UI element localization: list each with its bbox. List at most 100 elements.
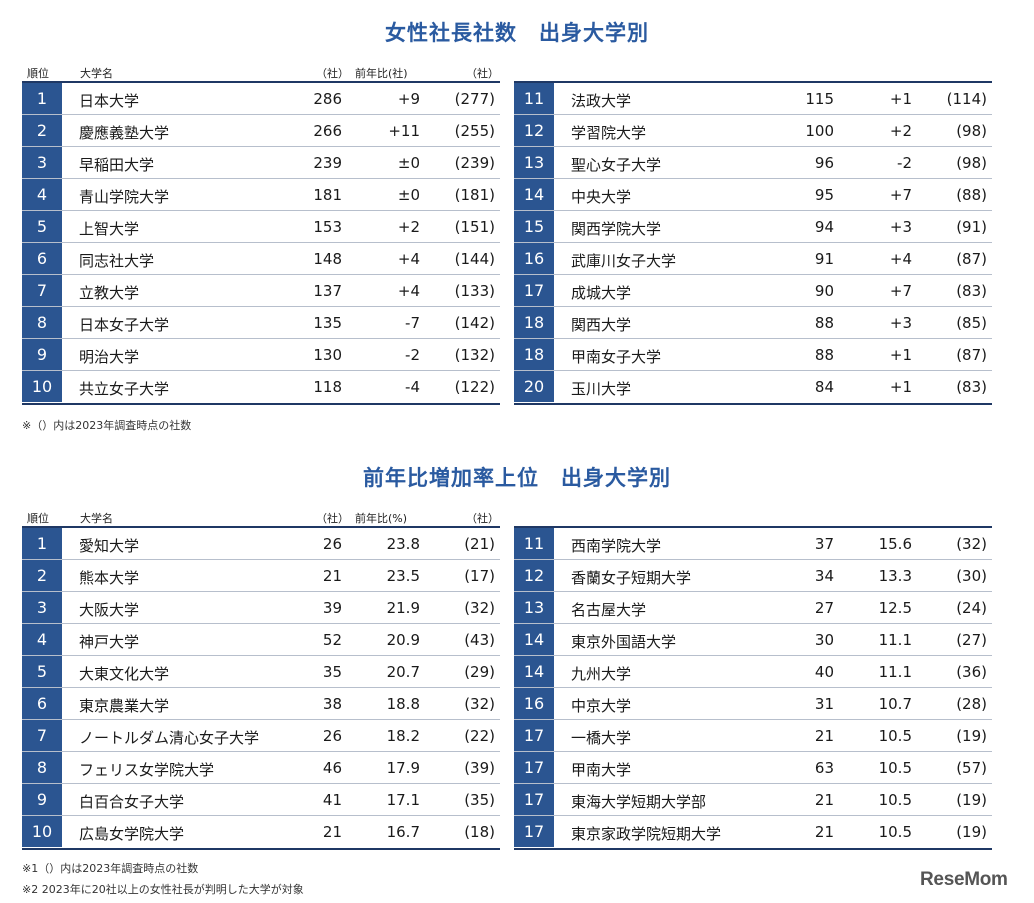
university-name: 関西学院大学 bbox=[571, 220, 662, 238]
university-name: 学習院大学 bbox=[571, 124, 647, 142]
count-cell: 46 bbox=[322, 759, 342, 777]
university-name: 共立女子大学 bbox=[79, 380, 170, 398]
rank-cell: 18 bbox=[514, 307, 554, 338]
table-row: 4 神戸大学 52 20.9 (43) bbox=[22, 624, 500, 656]
prev-count-cell: (88) bbox=[956, 186, 987, 204]
prev-count-cell: (27) bbox=[956, 631, 987, 649]
change-cell: -4 bbox=[405, 378, 420, 396]
table-row: 14 東京外国語大学 30 11.1 (27) bbox=[514, 624, 992, 656]
count-cell: 94 bbox=[814, 218, 834, 236]
change-cell: +4 bbox=[397, 250, 420, 268]
count-cell: 84 bbox=[814, 378, 834, 396]
table-row: 2 慶應義塾大学 266 +11 (255) bbox=[22, 115, 500, 147]
prev-count-cell: (32) bbox=[956, 535, 987, 553]
change-cell: +4 bbox=[397, 282, 420, 300]
count-cell: 266 bbox=[313, 122, 342, 140]
university-name: フェリス女学院大学 bbox=[79, 761, 215, 779]
prev-count-cell: (43) bbox=[464, 631, 495, 649]
rank-cell: 12 bbox=[514, 115, 554, 146]
header-name: 大学名 bbox=[80, 512, 113, 525]
university-name: 同志社大学 bbox=[79, 252, 155, 270]
prev-count-cell: (132) bbox=[454, 346, 495, 364]
count-cell: 37 bbox=[814, 535, 834, 553]
count-cell: 31 bbox=[814, 695, 834, 713]
rank-cell: 14 bbox=[514, 624, 554, 655]
prev-count-cell: (83) bbox=[956, 282, 987, 300]
rank-cell: 10 bbox=[22, 816, 62, 847]
rank-cell: 16 bbox=[514, 688, 554, 719]
prev-count-cell: (24) bbox=[956, 599, 987, 617]
rank-cell: 15 bbox=[514, 211, 554, 242]
university-name: 香蘭女子短期大学 bbox=[571, 569, 692, 587]
change-cell: -2 bbox=[897, 154, 912, 172]
prev-count-cell: (21) bbox=[464, 535, 495, 553]
university-name: 白百合女子大学 bbox=[79, 793, 185, 811]
count-cell: 26 bbox=[322, 727, 342, 745]
rank-cell: 17 bbox=[514, 784, 554, 815]
change-cell: 11.1 bbox=[878, 663, 912, 681]
table-row: 9 白百合女子大学 41 17.1 (35) bbox=[22, 784, 500, 816]
header-name: 大学名 bbox=[80, 67, 113, 80]
rank-cell: 18 bbox=[514, 339, 554, 370]
rank-cell: 3 bbox=[22, 592, 62, 623]
table-row: 17 東海大学短期大学部 21 10.5 (19) bbox=[514, 784, 992, 816]
table-row: 7 ノートルダム清心女子大学 26 18.2 (22) bbox=[22, 720, 500, 752]
change-cell: ±0 bbox=[397, 154, 420, 172]
resemom-logo: ReseMom bbox=[920, 869, 1008, 890]
header-change: 前年比(社) bbox=[355, 67, 408, 80]
university-name: 九州大学 bbox=[571, 665, 632, 683]
university-name: 関西大学 bbox=[571, 316, 632, 334]
change-cell: 17.1 bbox=[386, 791, 420, 809]
university-name: 玉川大学 bbox=[571, 380, 632, 398]
university-name: 東京農業大学 bbox=[79, 697, 170, 715]
change-cell: +3 bbox=[889, 314, 912, 332]
count-cell: 38 bbox=[322, 695, 342, 713]
rank-cell: 6 bbox=[22, 688, 62, 719]
university-name: 甲南大学 bbox=[571, 761, 632, 779]
count-cell: 95 bbox=[814, 186, 834, 204]
rank-cell: 17 bbox=[514, 275, 554, 306]
table-row: 5 上智大学 153 +2 (151) bbox=[22, 211, 500, 243]
header-count: （社） bbox=[316, 512, 349, 525]
count-cell: 26 bbox=[322, 535, 342, 553]
prev-count-cell: (98) bbox=[956, 122, 987, 140]
rank-cell: 1 bbox=[22, 528, 62, 559]
prev-count-cell: (29) bbox=[464, 663, 495, 681]
table-row: 17 成城大学 90 +7 (83) bbox=[514, 275, 992, 307]
count-cell: 21 bbox=[814, 727, 834, 745]
rank-cell: 5 bbox=[22, 211, 62, 242]
table-row: 12 香蘭女子短期大学 34 13.3 (30) bbox=[514, 560, 992, 592]
university-name: 東海大学短期大学部 bbox=[571, 793, 707, 811]
change-cell: 18.8 bbox=[386, 695, 420, 713]
header-prev: （社） bbox=[466, 512, 499, 525]
table-row: 3 早稲田大学 239 ±0 (239) bbox=[22, 147, 500, 179]
rank-cell: 2 bbox=[22, 115, 62, 146]
prev-count-cell: (32) bbox=[464, 599, 495, 617]
rank-cell: 11 bbox=[514, 83, 554, 114]
university-name: 中京大学 bbox=[571, 697, 632, 715]
table-row: 6 同志社大学 148 +4 (144) bbox=[22, 243, 500, 275]
university-name: 東京家政学院短期大学 bbox=[571, 825, 722, 843]
university-name: 日本大学 bbox=[79, 92, 140, 110]
change-cell: +7 bbox=[889, 282, 912, 300]
table-row: 17 甲南大学 63 10.5 (57) bbox=[514, 752, 992, 784]
header-rank: 順位 bbox=[27, 67, 49, 80]
table-row: 11 西南学院大学 37 15.6 (32) bbox=[514, 528, 992, 560]
change-cell: +1 bbox=[889, 90, 912, 108]
university-name: 甲南女子大学 bbox=[571, 348, 662, 366]
change-cell: 20.7 bbox=[386, 663, 420, 681]
university-name: 明治大学 bbox=[79, 348, 140, 366]
prev-count-cell: (255) bbox=[454, 122, 495, 140]
table-row: 18 関西大学 88 +3 (85) bbox=[514, 307, 992, 339]
prev-count-cell: (277) bbox=[454, 90, 495, 108]
prev-count-cell: (85) bbox=[956, 314, 987, 332]
change-cell: 10.5 bbox=[878, 727, 912, 745]
count-cell: 130 bbox=[313, 346, 342, 364]
table-row: 17 一橋大学 21 10.5 (19) bbox=[514, 720, 992, 752]
header-rank: 順位 bbox=[27, 512, 49, 525]
prev-count-cell: (239) bbox=[454, 154, 495, 172]
prev-count-cell: (151) bbox=[454, 218, 495, 236]
table-row: 8 フェリス女学院大学 46 17.9 (39) bbox=[22, 752, 500, 784]
count-cell: 135 bbox=[313, 314, 342, 332]
university-name: 武庫川女子大学 bbox=[571, 252, 677, 270]
